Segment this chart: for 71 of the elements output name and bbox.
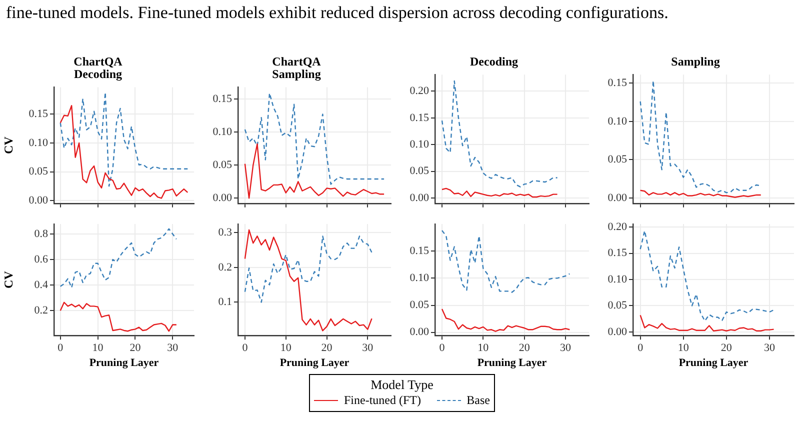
line-series [60,228,178,288]
y-tick-label: 0.15 [410,112,430,124]
y-tick-label: 0.05 [608,154,628,166]
x-tick-label: 30 [560,342,572,354]
y-tick-label: 0.15 [28,108,48,120]
x-tick-label: 20 [720,342,732,354]
x-tick-label: 10 [678,342,690,354]
y-tick-label: 0.05 [28,166,48,178]
y-tick-label: 0.2 [34,304,48,317]
y-tick-label: 0.2 [218,261,232,274]
y-tick-label: 0.3 [218,226,232,239]
x-tick-label: 0 [638,342,644,354]
x-tick-label: 0 [439,342,446,354]
y-tick-label: 0.4 [34,278,48,291]
y-tick-label: 0.10 [608,273,628,286]
x-axis-title: Pruning Layer [678,357,748,370]
x-tick-label: 20 [130,342,142,354]
y-tick-label: 0.00 [608,192,628,204]
y-axis-title: CV [1,136,16,154]
y-tick-label: 0.05 [212,158,232,171]
line-series [640,230,774,322]
line-series [640,80,762,194]
y-tick-label: 0.10 [608,115,628,128]
y-tick-label: 0.10 [28,136,48,149]
x-axis-title: Pruning Layer [89,357,159,370]
chart-title: ChartQA Decoding [74,54,123,81]
y-axis-title: CV [1,270,16,288]
y-tick-label: 0.10 [410,272,430,284]
y-tick-label: 0.10 [410,138,430,150]
line-series [441,80,558,188]
line-series [60,92,188,187]
y-tick-label: 0.05 [410,165,430,178]
x-tick-label: 10 [478,342,490,354]
chart-title: Sampling [671,54,720,68]
x-tick-label: 20 [321,342,333,354]
y-tick-label: 0.15 [608,247,628,260]
x-axis-title: Pruning Layer [280,357,350,370]
y-tick-label: 0.00 [212,192,232,204]
x-tick-label: 20 [518,342,530,354]
text: fine-tuned models. Fine-tuned models exhibit reduced dispersion across decoding configurations. [6,3,668,23]
y-tick-label: 0.20 [608,221,628,234]
x-tick-label: 10 [92,342,104,354]
y-tick-label: 0.1 [218,296,232,308]
y-tick-label: 0.00 [410,192,430,204]
legend-label: Base [466,393,490,408]
y-tick-label: 0.20 [410,85,430,98]
x-tick-label: 30 [764,342,776,354]
y-tick-label: 0.05 [608,300,628,312]
legend-title: Model Type [370,377,434,393]
x-tick-label: 30 [167,342,179,354]
y-tick-label: 0.00 [28,194,48,206]
line-series [244,236,372,303]
chart-title: Decoding [470,54,518,68]
x-tick-label: 30 [362,342,374,354]
y-tick-label: 0.10 [212,126,232,138]
y-tick-label: 0.00 [410,326,430,338]
x-tick-label: 0 [58,342,64,354]
x-axis-title: Pruning Layer [477,357,547,370]
y-tick-label: 0.15 [608,76,628,89]
legend-label: Fine-tuned (FT) [344,393,421,408]
y-tick-label: 0.05 [410,299,430,312]
y-tick-label: 0.00 [608,326,628,338]
line-series [441,230,570,293]
y-tick-label: 0.15 [212,92,232,105]
x-tick-label: 10 [280,342,292,354]
chart-title: ChartQA Sampling [272,54,322,81]
x-tick-label: 0 [242,342,248,354]
y-tick-label: 0.8 [34,228,48,240]
y-tick-label: 0.6 [34,253,48,266]
line-series [244,92,385,185]
y-tick-label: 0.15 [410,244,430,257]
